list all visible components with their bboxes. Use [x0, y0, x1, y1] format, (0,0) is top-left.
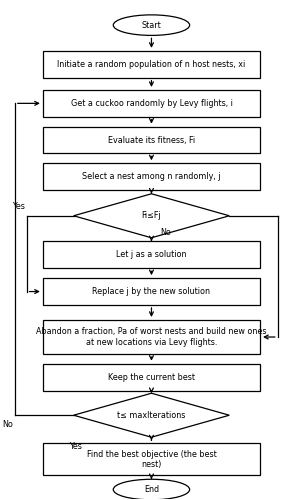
FancyBboxPatch shape	[43, 444, 260, 475]
Text: Get a cuckoo randomly by Levy flights, i: Get a cuckoo randomly by Levy flights, i	[71, 99, 232, 108]
Text: Select a nest among n randomly, j: Select a nest among n randomly, j	[82, 172, 221, 181]
Text: Let j as a solution: Let j as a solution	[116, 250, 187, 260]
Text: t≤ maxIterations: t≤ maxIterations	[117, 410, 186, 420]
FancyBboxPatch shape	[43, 126, 260, 154]
Text: End: End	[144, 485, 159, 494]
Text: Replace j by the new solution: Replace j by the new solution	[92, 287, 210, 296]
Ellipse shape	[113, 15, 190, 36]
Text: Yes: Yes	[69, 442, 82, 451]
FancyBboxPatch shape	[43, 90, 260, 117]
Polygon shape	[74, 194, 229, 238]
Text: No: No	[160, 228, 171, 237]
Text: Find the best objective (the best
nest): Find the best objective (the best nest)	[87, 450, 216, 469]
Text: Abandon a fraction, Pa of worst nests and build new ones
at new locations via Le: Abandon a fraction, Pa of worst nests an…	[36, 328, 267, 346]
FancyBboxPatch shape	[43, 51, 260, 78]
Ellipse shape	[113, 480, 190, 500]
Polygon shape	[74, 393, 229, 437]
Text: No: No	[3, 420, 13, 428]
FancyBboxPatch shape	[43, 364, 260, 390]
Text: Evaluate its fitness, Fi: Evaluate its fitness, Fi	[108, 136, 195, 144]
Text: Yes: Yes	[12, 202, 25, 211]
Text: Keep the current best: Keep the current best	[108, 372, 195, 382]
Text: Start: Start	[142, 20, 161, 30]
FancyBboxPatch shape	[43, 320, 260, 354]
FancyBboxPatch shape	[43, 163, 260, 190]
FancyBboxPatch shape	[43, 278, 260, 305]
Text: Fi≤Fj: Fi≤Fj	[142, 212, 161, 220]
Text: Initiate a random population of n host nests, xi: Initiate a random population of n host n…	[57, 60, 245, 68]
FancyBboxPatch shape	[43, 242, 260, 268]
